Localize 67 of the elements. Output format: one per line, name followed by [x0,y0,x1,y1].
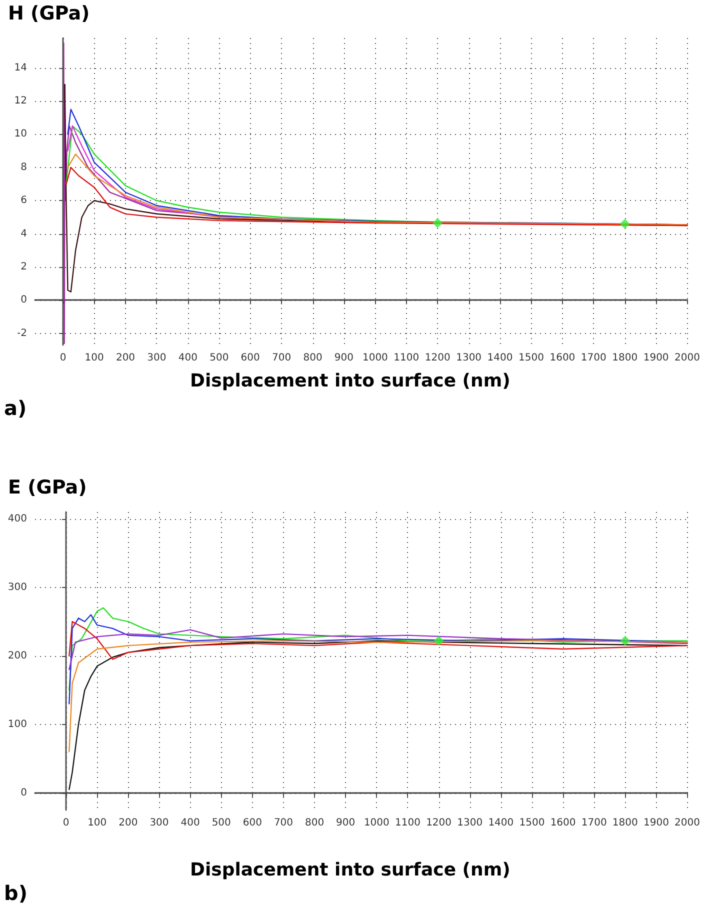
x-tick-label: 400 [180,818,200,828]
x-axis-title: Displacement into surface (nm) [190,370,510,392]
y-tick-label: 400 [8,513,27,524]
x-tick-label: 0 [62,818,70,828]
x-tick-label: 1800 [612,818,638,828]
x-tick-label: 900 [336,818,356,828]
y-tick-label: 4 [20,228,27,240]
x-tick-label: 100 [84,352,104,364]
x-tick-label: 1800 [612,352,638,364]
y-tick-label: -2 [17,328,27,339]
x-tick-label: 800 [305,818,324,828]
y-tick-label: 6 [20,195,27,206]
x-tick-label: 1700 [580,352,606,364]
x-tick-label: 100 [88,818,107,828]
y-tick-label: 0 [20,294,27,306]
x-tick-label: 600 [240,352,260,364]
line-series [68,621,688,660]
text: b) [4,881,28,905]
x-tick-label: 0 [60,352,66,364]
x-tick-label: 1900 [643,352,669,364]
x-tick-label: 1500 [519,818,545,828]
x-tick-label: 1000 [364,818,390,828]
x-tick-label: 700 [272,352,292,364]
x-tick-label: 2000 [674,818,700,828]
x-tick-label: 700 [274,818,294,828]
text: a) [4,396,27,420]
y-tick-label: 0 [20,787,27,798]
line-series [68,640,688,752]
y-axis-title: H (GPa) [8,2,90,24]
y-tick-label: 200 [8,650,27,662]
x-tick-label: 200 [118,818,138,828]
x-tick-label: 1200 [424,352,450,364]
y-tick-label: 100 [8,718,27,730]
x-tick-label: 1100 [395,818,420,828]
x-axis-title: Displacement into surface (nm) [190,860,510,880]
y-tick-label: 2 [20,262,27,273]
x-tick-label: 200 [116,352,136,364]
x-tick-label: 400 [178,352,198,364]
x-tick-label: 1200 [426,818,452,828]
x-tick-label: 600 [242,818,262,828]
x-tick-label: 1700 [581,818,607,828]
y-tick-label: 12 [14,96,27,107]
x-tick-label: 2000 [674,352,700,364]
x-tick-label: 1000 [362,352,388,364]
x-tick-label: 1900 [643,818,669,828]
x-tick-label: 1600 [550,352,576,364]
line-series [66,166,688,226]
x-tick-label: 1600 [550,818,576,828]
y-tick-label: 10 [14,128,27,140]
line-series [67,154,688,226]
x-tick-label: 1500 [518,352,544,364]
y-tick-label: 300 [8,582,27,593]
x-tick-label: 300 [150,818,169,828]
x-tick-label: 500 [212,818,231,828]
x-tick-label: 500 [210,352,229,364]
x-tick-label: 800 [303,352,322,364]
x-tick-label: 1100 [394,352,420,364]
x-tick-label: 1400 [487,352,513,364]
y-axis-title: E (GPa) [8,476,87,498]
y-tick-label: 14 [14,62,27,74]
x-tick-label: 1300 [456,352,482,364]
x-tick-label: 300 [147,352,166,364]
line-series [68,629,688,670]
x-tick-label: 1400 [488,818,514,828]
y-tick-label: 8 [20,162,27,173]
x-tick-label: 900 [334,352,354,364]
x-tick-label: 1300 [457,818,483,828]
